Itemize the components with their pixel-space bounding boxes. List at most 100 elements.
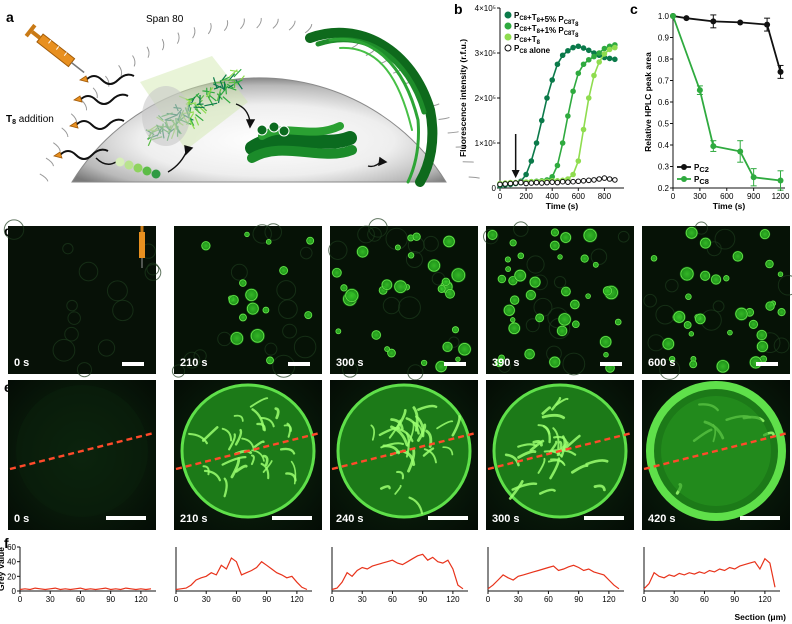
- bundle-spike: [194, 103, 200, 114]
- fibre: [203, 469, 222, 482]
- fluorescent-droplet: [238, 313, 248, 322]
- data-point: [497, 181, 503, 188]
- droplet-rim: [239, 313, 247, 322]
- bundle-spike: [212, 77, 218, 90]
- legend-marker: [681, 164, 687, 170]
- droplet-rim: [262, 306, 270, 314]
- droplet-ring: [341, 361, 359, 378]
- x-tick-label: 600: [572, 192, 586, 201]
- micrograph-d-0: 0 s: [3, 219, 162, 378]
- profile-3: 0 30 60 90 120: [486, 547, 624, 604]
- droplet-rim: [455, 356, 461, 362]
- y-tick-label: 40: [7, 558, 16, 567]
- data-point: [596, 59, 603, 65]
- data-point: [750, 174, 757, 181]
- fibre: [442, 446, 454, 456]
- droplet-rim: [421, 359, 428, 367]
- fluorescent-droplet: [592, 261, 599, 268]
- fluorescent-droplet: [250, 328, 265, 344]
- x-tick-label: 60: [700, 595, 709, 604]
- droplet-rim: [304, 311, 313, 319]
- y-tick-label: 20: [7, 572, 16, 581]
- time-label: 210 s: [180, 357, 208, 369]
- panel-label-b: b: [454, 1, 463, 17]
- fluorescent-droplet: [304, 310, 313, 320]
- fibre: [451, 415, 461, 437]
- x-tick-label: 60: [232, 595, 241, 604]
- droplet-rim: [756, 329, 767, 341]
- surfactant-tail: [146, 46, 150, 58]
- fluorescent-droplet: [602, 285, 613, 296]
- y-tick-label: 0.6: [658, 98, 670, 107]
- y-axis-label: Grey Value: [0, 547, 6, 591]
- fibre: [405, 417, 420, 435]
- droplet-rim: [556, 325, 568, 337]
- fibre: [394, 484, 402, 495]
- fluorescent-droplet: [582, 228, 598, 243]
- data-point: [580, 61, 587, 68]
- data-point: [591, 53, 597, 60]
- bundle-spike: [190, 92, 200, 102]
- fibre: [556, 440, 563, 457]
- x-axis-label: Time (s): [713, 201, 746, 211]
- y-axis-label: Relative HPLC peak area: [643, 52, 653, 152]
- bundle-spike: [233, 68, 242, 78]
- droplet-rim: [245, 288, 258, 302]
- droplet-rim: [504, 256, 511, 263]
- droplet-ring: [144, 264, 162, 281]
- surfactant-tail: [272, 18, 279, 29]
- fibre: [188, 432, 208, 445]
- legend-label: PC8 alone: [514, 44, 551, 55]
- x-tick-label: 120: [290, 595, 304, 604]
- data-point: [710, 143, 717, 150]
- fibre: [283, 424, 292, 432]
- x-tick-label: 90: [418, 595, 427, 604]
- y-tick-label: 0.5: [658, 120, 670, 129]
- droplet-rim: [228, 295, 239, 306]
- droplet-rim: [748, 319, 758, 329]
- fluorescent-droplet: [228, 294, 240, 306]
- data-point: [777, 177, 784, 184]
- droplet-rim: [688, 331, 695, 337]
- droplet-rim: [371, 330, 381, 340]
- fluorescent-droplet: [437, 284, 446, 294]
- peptide-chain: [95, 157, 161, 179]
- fluorescent-droplet: [306, 236, 315, 245]
- legend-label: PC8+T8: [514, 33, 541, 46]
- droplet-rim: [494, 358, 504, 368]
- data-point: [533, 140, 540, 146]
- droplet-ring: [525, 318, 540, 333]
- droplet-rim: [759, 229, 770, 240]
- fibre: [593, 484, 606, 492]
- fibre: [550, 396, 562, 411]
- fibre: [233, 414, 244, 422]
- micrograph-d-3: 390 s: [483, 221, 634, 376]
- fluorescent-droplet: [614, 318, 622, 326]
- data-point: [523, 180, 529, 187]
- droplet-ring: [617, 230, 630, 243]
- droplet-rim: [340, 284, 348, 292]
- droplet-rim: [201, 241, 211, 251]
- fluorescent-droplet: [244, 288, 259, 302]
- data-point: [737, 148, 744, 155]
- fluorescent-droplet: [557, 254, 563, 260]
- surfactant-tail: [70, 113, 78, 124]
- fibre: [251, 408, 265, 431]
- fibre: [380, 442, 405, 449]
- droplet-rim: [387, 348, 396, 358]
- fluorescent-droplet: [420, 359, 428, 367]
- fluorescent-droplet: [356, 245, 369, 258]
- data-point: [596, 50, 603, 56]
- fluorescent-droplet: [505, 266, 512, 273]
- fibre: [422, 447, 435, 457]
- profile-4: 0 30 60 90 120: [642, 547, 780, 604]
- droplet-ring: [526, 255, 545, 274]
- droplet-ring: [299, 246, 313, 260]
- scale-bar: [444, 362, 466, 366]
- fluorescent-droplet: [238, 279, 247, 287]
- fluorescent-droplet: [504, 256, 511, 263]
- bundle-spike: [202, 90, 210, 93]
- time-label: 300 s: [336, 357, 364, 369]
- droplet-rim: [673, 311, 686, 323]
